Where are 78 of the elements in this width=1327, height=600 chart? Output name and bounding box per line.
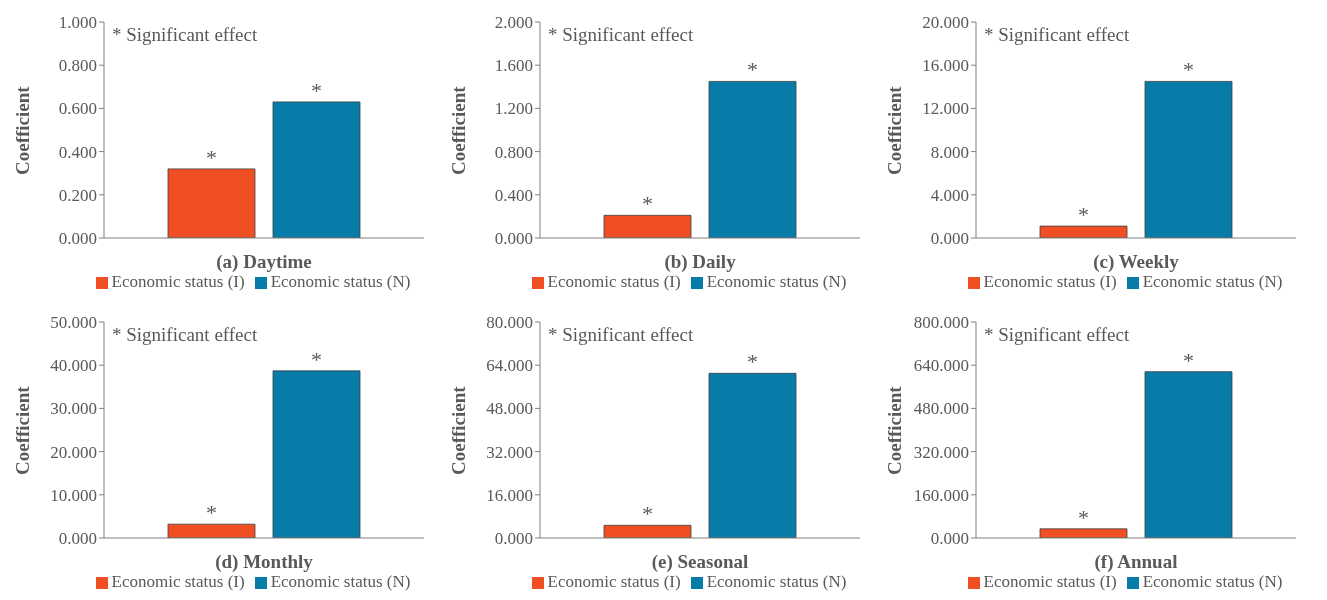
annotation: * [311,346,322,372]
y-tick-label: 1.000 [58,13,97,33]
y-axis-title: Coefficient [883,85,905,175]
y-tick-label: 20.000 [922,13,969,33]
y-tick-label: 0.600 [58,99,97,119]
y-tick-label: 0.200 [58,185,97,205]
annotation: * Significant effect [984,324,1130,346]
x-axis-title: (a) Daytime [216,251,312,273]
legend-label: Economic status (I) [983,272,1117,291]
y-tick-label: 160.000 [913,485,969,505]
annotation: * [642,501,653,527]
annotation: * [311,77,322,103]
annotation: * [1183,57,1194,83]
y-tick-label: 48.000 [486,399,533,419]
legend-label: Economic status (I) [111,572,245,591]
annotation: * [747,57,758,83]
y-axis-title: Coefficient [11,385,33,475]
legend-label: Economic status (I) [547,272,681,291]
y-axis-title: Coefficient [11,85,33,175]
legend-label: Economic status (N) [270,572,411,591]
y-tick-label: 64.000 [486,356,533,376]
y-tick-label: 800.000 [913,313,969,333]
y-tick-label: 8.000 [930,142,969,162]
y-tick-label: 30.000 [50,399,97,419]
y-tick-label: 32.000 [486,442,533,462]
y-tick-label: 40.000 [50,356,97,376]
annotation: * [206,500,217,526]
y-tick-label: 0.400 [58,142,97,162]
annotation: * Significant effect [548,24,694,46]
legend-label: Economic status (N) [270,272,411,291]
y-tick-label: 0.400 [494,185,533,205]
y-tick-label: 16.000 [922,56,969,76]
annotation: * Significant effect [112,324,258,346]
y-tick-label: 4.000 [930,185,969,205]
x-axis-title: (f) Annual [1094,551,1178,573]
y-tick-label: 0.800 [494,142,533,162]
y-tick-label: 80.000 [486,313,533,333]
y-tick-label: 0.000 [58,529,97,549]
y-tick-label: 20.000 [50,442,97,462]
annotation: * Significant effect [548,324,694,346]
annotation: * [206,144,217,170]
y-tick-label: 16.000 [486,485,533,505]
x-axis-title: (d) Monthly [215,551,314,573]
legend-label: Economic status (I) [547,572,681,591]
x-axis-title: (e) Seasonal [651,551,749,573]
y-axis-title: Coefficient [447,385,469,475]
y-tick-label: 50.000 [50,313,97,333]
y-axis-title: Coefficient [883,385,905,475]
legend-label: Economic status (I) [111,272,245,291]
y-tick-label: 320.000 [913,442,969,462]
legend-label: Economic status (N) [1142,572,1283,591]
y-tick-label: 0.000 [494,229,533,249]
annotation: * [642,191,653,217]
legend-label: Economic status (N) [1142,272,1283,291]
annotation: * [747,349,758,375]
legend-label: Economic status (N) [706,572,847,591]
y-tick-label: 0.000 [930,529,969,549]
annotation: * [1078,504,1089,530]
y-tick-label: 0.800 [58,56,97,76]
y-axis-title: Coefficient [447,85,469,175]
y-tick-label: 0.000 [58,229,97,249]
y-tick-label: 10.000 [50,485,97,505]
y-tick-label: 640.000 [913,356,969,376]
y-tick-label: 12.000 [922,99,969,119]
annotation: * Significant effect [984,24,1130,46]
y-tick-label: 1.200 [494,99,533,119]
annotation: * [1078,202,1089,228]
x-axis-title: (c) Weekly [1093,251,1180,273]
y-tick-label: 0.000 [930,229,969,249]
y-tick-label: 2.000 [494,13,533,33]
x-axis-title: (b) Daily [664,251,737,273]
y-tick-label: 1.600 [494,56,533,76]
y-tick-label: 0.000 [494,529,533,549]
y-tick-label: 480.000 [913,399,969,419]
annotation: * Significant effect [112,24,258,46]
annotation: * [1183,347,1194,373]
legend-label: Economic status (N) [706,272,847,291]
legend-label: Economic status (I) [983,572,1117,591]
